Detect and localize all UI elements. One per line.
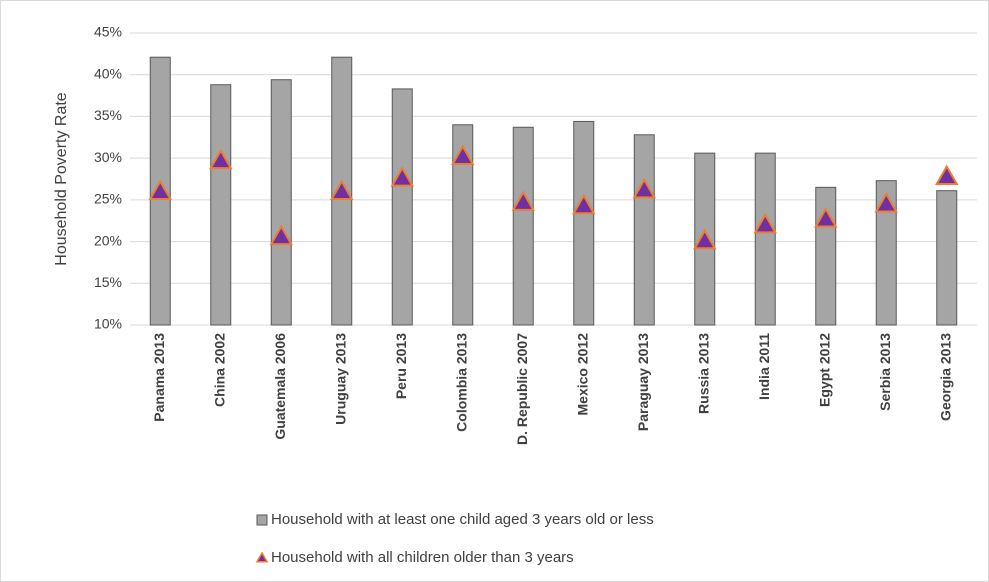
triangle-marker bbox=[632, 177, 656, 199]
y-tick-label: 15% bbox=[94, 274, 122, 290]
triangle-marker bbox=[330, 179, 354, 201]
bar bbox=[452, 124, 474, 326]
triangle-marker bbox=[511, 190, 535, 211]
bar bbox=[210, 84, 232, 326]
y-tick-label: 25% bbox=[94, 191, 122, 207]
triangle-marker bbox=[935, 164, 959, 185]
bar bbox=[754, 152, 776, 326]
legend-swatch bbox=[255, 551, 269, 563]
x-tick-label: Peru 2013 bbox=[393, 333, 409, 399]
legend-swatch bbox=[256, 514, 268, 526]
bar bbox=[391, 88, 413, 326]
x-tick-label: Serbia 2013 bbox=[877, 333, 893, 411]
triangle-marker bbox=[753, 212, 777, 234]
bar bbox=[936, 190, 958, 326]
x-tick-label: Egypt 2012 bbox=[816, 333, 832, 407]
triangle-marker bbox=[874, 192, 898, 213]
x-tick-label: Colombia 2013 bbox=[453, 333, 469, 432]
y-tick-label: 45% bbox=[94, 24, 122, 40]
triangle-marker bbox=[814, 207, 838, 228]
triangle-marker bbox=[693, 228, 717, 250]
x-tick-label: India 2011 bbox=[756, 333, 772, 400]
triangle-marker bbox=[209, 148, 233, 170]
legend-label: Household with all children older than 3… bbox=[271, 549, 574, 566]
bar bbox=[875, 180, 897, 326]
y-tick-label: 30% bbox=[94, 149, 122, 165]
x-tick-label: Russia 2013 bbox=[695, 333, 711, 414]
x-tick-label: China 2002 bbox=[211, 333, 227, 407]
legend-label: Household with at least one child aged 3… bbox=[271, 511, 654, 528]
y-tick-label: 20% bbox=[94, 232, 122, 248]
y-tick-label: 35% bbox=[94, 107, 122, 123]
x-tick-label: Paraguay 2013 bbox=[635, 333, 651, 431]
x-tick-label: Uruguay 2013 bbox=[332, 333, 348, 425]
triangle-marker bbox=[572, 193, 596, 215]
triangle-marker bbox=[148, 179, 172, 201]
triangle-marker bbox=[451, 144, 475, 165]
bar bbox=[270, 79, 292, 326]
bar bbox=[633, 134, 655, 326]
bar bbox=[512, 126, 534, 326]
triangle-marker bbox=[269, 224, 293, 246]
x-tick-label: Georgia 2013 bbox=[937, 333, 953, 421]
y-tick-label: 40% bbox=[94, 65, 122, 81]
x-tick-label: Mexico 2012 bbox=[574, 333, 590, 416]
y-tick-label: 10% bbox=[94, 316, 122, 332]
y-axis-label: Household Poverty Rate bbox=[53, 92, 70, 266]
x-tick-label: D. Republic 2007 bbox=[514, 333, 530, 445]
x-tick-label: Guatemala 2006 bbox=[272, 333, 288, 440]
bar bbox=[573, 120, 595, 326]
triangle-marker bbox=[390, 166, 414, 187]
x-tick-label: Panama 2013 bbox=[151, 333, 167, 422]
